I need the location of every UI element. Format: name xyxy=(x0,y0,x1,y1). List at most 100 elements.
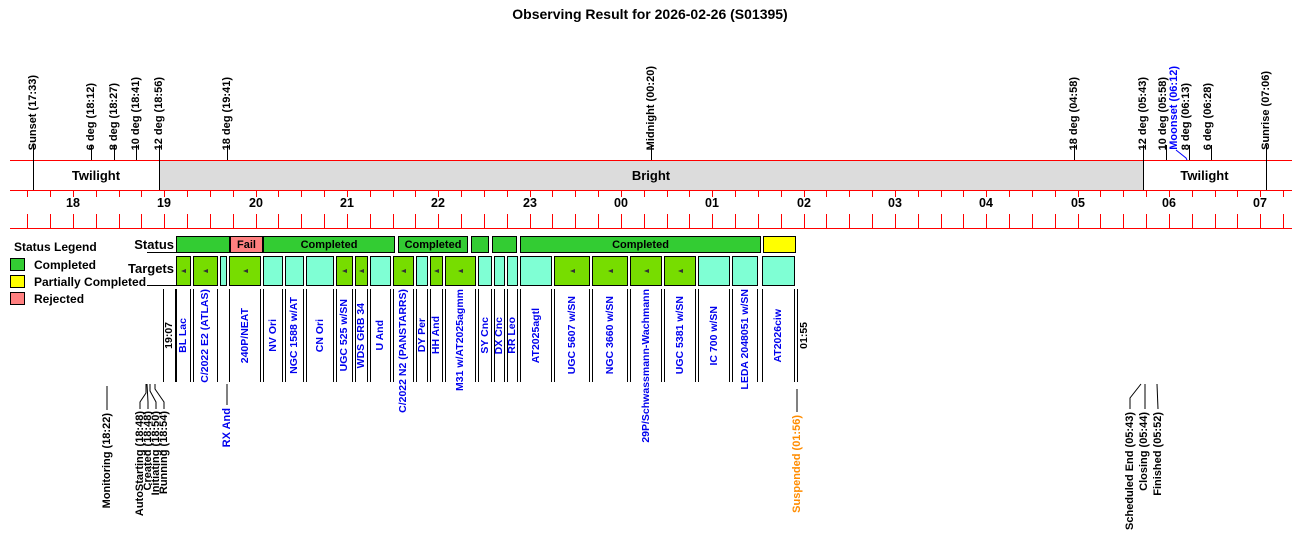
target-label: NGC 3660 w/SN xyxy=(603,296,616,375)
tick-upper xyxy=(393,191,394,197)
tick-lower xyxy=(1237,214,1238,228)
target-label: AT2025agtl xyxy=(529,307,542,364)
target-label: LEDA 2048051 w/SN xyxy=(738,289,751,390)
bottom-event-leader-9 xyxy=(1156,383,1159,410)
tick-lower xyxy=(781,214,782,228)
tick-lower xyxy=(1032,214,1033,228)
bottom-event-label: RX And xyxy=(220,408,233,448)
tick-upper xyxy=(1123,191,1124,197)
target-cell-8 xyxy=(355,256,368,286)
target-label-col-5: NGC 1588 w/AT xyxy=(285,289,304,382)
sun-event-stub-7 xyxy=(1074,145,1075,160)
tick-lower xyxy=(895,214,896,228)
tick-upper xyxy=(781,191,782,197)
sun-event-label: 18 deg (19:41) xyxy=(220,76,233,150)
tick-lower xyxy=(438,214,439,228)
tick-upper xyxy=(27,191,28,197)
target-label: M31 w/AT2025agmm xyxy=(454,289,467,391)
target-label-col-7: UGC 525 w/SN xyxy=(336,289,353,382)
hour-label-00: 00 xyxy=(614,196,628,210)
tick-lower xyxy=(347,214,348,228)
tick-lower xyxy=(301,214,302,228)
tick-upper xyxy=(507,191,508,197)
status-segment-partially_completed-7 xyxy=(763,236,796,253)
target-cell-11 xyxy=(416,256,428,286)
bottom-event-leader-1 xyxy=(139,384,147,409)
tick-lower xyxy=(256,214,257,228)
tick-upper xyxy=(598,191,599,197)
target-label-col-18: UGC 5607 w/SN xyxy=(554,289,590,382)
bottom-event-suspended: Suspended (01:56) xyxy=(789,415,805,513)
target-label: 29P/Schwassmann-Wachmann xyxy=(639,289,652,443)
tick-upper xyxy=(256,191,257,197)
target-cell-9 xyxy=(370,256,391,286)
hour-label-04: 04 xyxy=(979,196,993,210)
tick-lower xyxy=(393,214,394,228)
sun-event-label: 12 deg (18:56) xyxy=(152,76,165,150)
sun-event-stub-2 xyxy=(114,145,115,160)
target-label-col-6: CN Ori xyxy=(306,289,334,382)
bottom-event-running: Running (18:54) xyxy=(156,411,172,494)
sun-event-stub-5 xyxy=(227,145,228,160)
hour-label-07: 07 xyxy=(1253,196,1267,210)
legend-item-2: Rejected xyxy=(8,291,146,306)
status-legend-title: Status Legend xyxy=(14,240,97,254)
sun-event-2: 8 deg (18:27) xyxy=(106,25,122,150)
tick-upper xyxy=(644,191,645,197)
tick-upper xyxy=(370,191,371,197)
sun-event-1: 6 deg (18:12) xyxy=(83,25,99,150)
hour-label-01: 01 xyxy=(705,196,719,210)
tick-lower xyxy=(644,214,645,228)
sun-event-label: 6 deg (06:28) xyxy=(1201,82,1214,150)
tick-upper xyxy=(50,191,51,197)
target-label-col-22: IC 700 w/SN xyxy=(698,289,730,382)
tick-lower xyxy=(507,214,508,228)
tick-upper xyxy=(164,191,165,197)
tick-lower xyxy=(598,214,599,228)
hour-label-05: 05 xyxy=(1071,196,1085,210)
target-label-col-4: NV Ori xyxy=(263,289,283,382)
tick-lower xyxy=(119,214,120,228)
tick-lower xyxy=(1215,214,1216,228)
tick-upper xyxy=(1215,191,1216,197)
page-title: Observing Result for 2026-02-26 (S01395) xyxy=(512,6,788,22)
target-label: DX Cnc xyxy=(493,316,506,355)
sun-event-stub-11 xyxy=(1189,145,1190,160)
sun-event-5: 18 deg (19:41) xyxy=(219,25,235,150)
targets-row-rule xyxy=(147,285,177,286)
bottom-event-leader-2 xyxy=(146,383,149,409)
tick-lower xyxy=(804,214,805,228)
tick-upper xyxy=(141,191,142,197)
target-label-col-0: BL Lac xyxy=(176,289,191,382)
legend-item-1: Partially Completed xyxy=(8,275,146,289)
target-label-col-20: 29P/Schwassmann-Wachmann xyxy=(630,289,662,443)
tick-upper xyxy=(941,191,942,197)
window-end-time-label: 01:55 xyxy=(797,322,810,349)
target-label-col-11: DY Per xyxy=(416,289,428,382)
target-label: WDS GRB 34 xyxy=(355,302,368,369)
bottom-event-leader-4 xyxy=(154,384,165,409)
target-label-col-21: UGC 5381 w/SN xyxy=(664,289,696,382)
legend-item-label: Rejected xyxy=(34,291,85,306)
target-label: CN Ori xyxy=(313,318,326,353)
sun-event-7: 18 deg (04:58) xyxy=(1066,25,1082,150)
legend-item-0: Completed xyxy=(8,258,146,272)
tick-lower xyxy=(849,214,850,228)
target-cell-18 xyxy=(554,256,590,286)
target-label-col-17: AT2025agtl xyxy=(520,289,552,382)
sun-event-12: 6 deg (06:28) xyxy=(1200,25,1216,150)
tick-lower xyxy=(1260,214,1261,228)
bottom-event-leader-3 xyxy=(149,384,157,409)
target-cell-24 xyxy=(762,256,795,286)
target-label: UGC 5381 w/SN xyxy=(673,296,686,375)
tick-upper xyxy=(530,191,531,197)
target-label-col-1: C/2022 E2 (ATLAS) xyxy=(193,289,218,383)
axis-line-1 xyxy=(10,190,1292,191)
sun-event-stub-3 xyxy=(136,145,137,160)
completed-swatch xyxy=(10,258,25,271)
target-label: SY Cnc xyxy=(478,317,491,354)
status-segment-completed-4 xyxy=(471,236,489,253)
tick-upper xyxy=(96,191,97,197)
tick-upper xyxy=(552,191,553,197)
status-segment-completed-2: Completed xyxy=(263,236,395,253)
